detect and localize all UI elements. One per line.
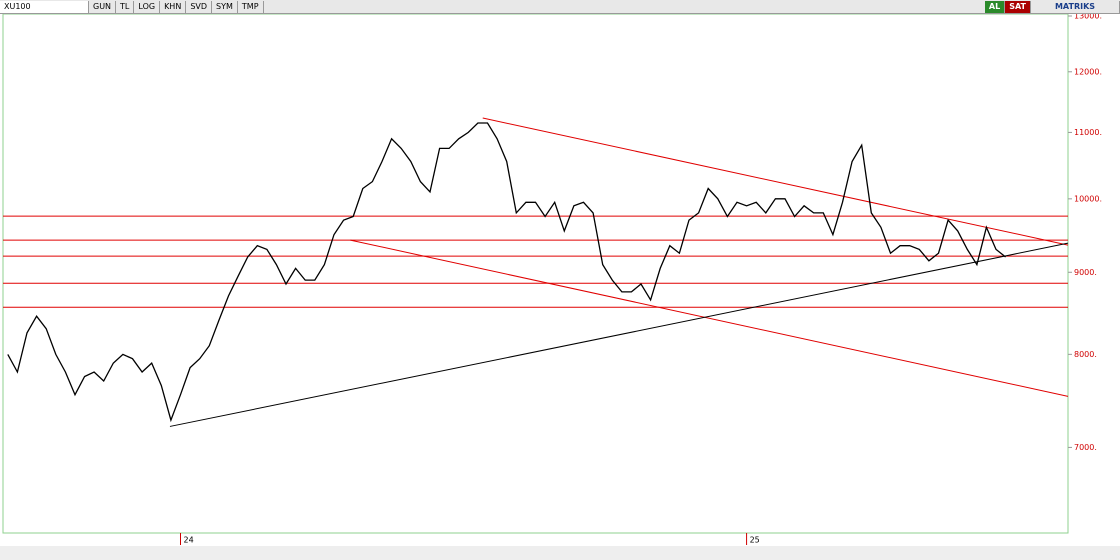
- trend-line: [350, 239, 1069, 397]
- trend-line: [169, 242, 1069, 427]
- trend-line: [482, 117, 1069, 246]
- y-tick-label: 11000.: [1074, 128, 1102, 137]
- button[interactable]: SYM: [212, 0, 238, 13]
- toolbar: XU100 GUN TL LOG KHN SVD SYM TMP AL SAT …: [0, 0, 1120, 14]
- button[interactable]: TL: [116, 0, 135, 13]
- x-tick-label: 24: [184, 536, 194, 545]
- brand: MATRIKS: [1031, 0, 1120, 13]
- plot-frame: [2, 14, 1069, 534]
- y-tick-label: 10000.: [1074, 194, 1102, 203]
- button[interactable]: GUN: [89, 0, 117, 13]
- button[interactable]: SVD: [186, 0, 213, 13]
- button[interactable]: KHN: [160, 0, 187, 13]
- sell-button[interactable]: SAT: [1005, 0, 1031, 13]
- symbol[interactable]: XU100: [0, 0, 89, 13]
- button[interactable]: TMP: [238, 0, 264, 13]
- y-tick-label: 8000.: [1074, 350, 1097, 359]
- y-tick-label: 7000.: [1074, 443, 1097, 452]
- price-line: [7, 122, 1007, 423]
- y-tick-label: 12000.: [1074, 67, 1102, 76]
- buy-button[interactable]: AL: [984, 0, 1006, 13]
- x-tick-label: 25: [750, 536, 760, 545]
- scrollbar[interactable]: [0, 546, 1120, 560]
- y-tick-label: 13000.: [1074, 14, 1102, 20]
- button[interactable]: LOG: [134, 0, 161, 13]
- y-tick-label: 9000.: [1074, 268, 1097, 277]
- chart: 13000. 12000. 11000. 10000. 9000. 8000. 7000. 2…: [0, 14, 1120, 560]
